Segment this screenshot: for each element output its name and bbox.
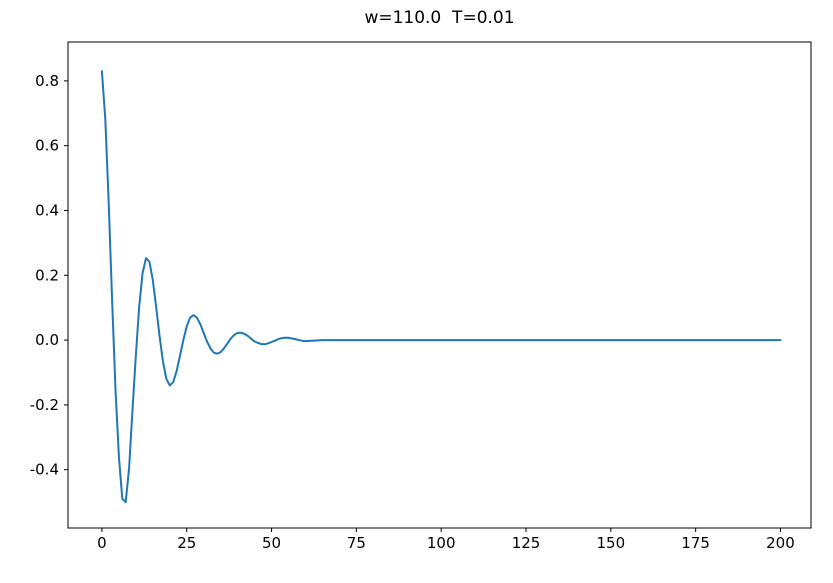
x-tick-label: 50: [262, 534, 281, 552]
x-tick-label: 75: [347, 534, 366, 552]
x-tick-label: 175: [681, 534, 710, 552]
data-line: [100, 70, 782, 504]
y-tick-label: 0.8: [35, 72, 59, 90]
x-tick-label: 125: [512, 534, 541, 552]
y-tick-label: 0.2: [35, 266, 59, 284]
chart-title: w=110.0 T=0.01: [364, 8, 515, 28]
x-tick-label: 0: [97, 534, 107, 552]
axes-spines: [67, 41, 812, 529]
x-tick-label: 100: [427, 534, 456, 552]
y-tick-label: 0.6: [35, 137, 59, 155]
y-tick-label: -0.2: [30, 396, 59, 414]
y-tick-label: 0.4: [35, 201, 59, 219]
y-tick-label: 0.0: [35, 331, 59, 349]
x-tick-label: 200: [766, 534, 795, 552]
x-tick-label: 150: [597, 534, 626, 552]
x-tick-label: 25: [177, 534, 196, 552]
y-tick-label: -0.4: [30, 461, 59, 479]
